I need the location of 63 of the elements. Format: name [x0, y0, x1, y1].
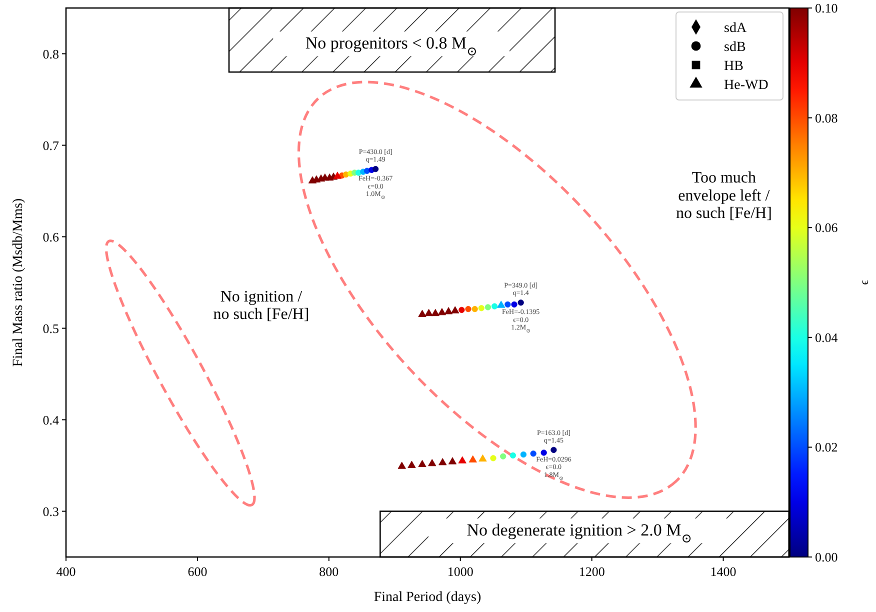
point [465, 306, 472, 312]
point [444, 307, 453, 314]
point [408, 460, 416, 468]
text: sdB [724, 40, 746, 55]
legend-label: sdA [724, 21, 748, 36]
y-axis-title: Final Mass ratio (Msdb/Mms) [11, 198, 26, 367]
point [438, 308, 446, 316]
x-tick-label: 800 [319, 564, 339, 579]
annotation: No degenerate ignition > 2.0 M$_{⊙}$ [466, 520, 692, 546]
point [468, 455, 477, 462]
point [428, 458, 436, 466]
x-tick-label: 400 [56, 564, 76, 579]
point [491, 303, 498, 310]
legend-label: HB [724, 59, 744, 74]
color-bar-label: 0.02 [815, 440, 838, 455]
point [418, 460, 426, 468]
text: He-WD [724, 78, 768, 93]
annotation: Too much envelope left / no such [Fe/H] [676, 170, 772, 222]
point [550, 446, 557, 454]
point [530, 450, 536, 457]
point [478, 305, 484, 312]
color-bar-label: 0.06 [815, 220, 838, 236]
y-tick-label: 0.7 [42, 138, 60, 153]
x-axis-title: Final Period (days) [374, 590, 482, 605]
annotation: No ignition / no such [Fe/H] [213, 288, 310, 323]
point [497, 300, 506, 308]
y-tick-label: 0.4 [42, 412, 60, 428]
point [418, 310, 426, 317]
point [540, 450, 547, 456]
point [451, 306, 460, 314]
point [458, 456, 466, 464]
point [510, 452, 516, 459]
color-bar-label: 0.00 [815, 550, 838, 564]
point [458, 306, 465, 314]
point [333, 172, 342, 179]
point [518, 300, 524, 306]
point [504, 301, 511, 308]
x-tick-label: 1400 [710, 564, 736, 579]
point [424, 308, 433, 316]
color-bar-title: ϵ [857, 280, 871, 285]
color-bar-label: 0.08 [815, 110, 838, 126]
point [438, 458, 447, 466]
y-tick-label: 0.8 [42, 46, 59, 62]
point [490, 455, 496, 462]
y-tick-label: 0.6 [42, 229, 60, 244]
point [478, 454, 487, 462]
y-tick-label: 0.3 [42, 504, 59, 519]
point [500, 453, 506, 460]
point [472, 306, 478, 312]
point [484, 304, 492, 310]
color-bar-label: 0.10 [815, 0, 838, 16]
annotation: No progenitors < 0.8 M$_{⊙}$ [305, 34, 478, 59]
color-bar-label: 0.04 [815, 330, 838, 345]
point [448, 457, 457, 464]
x-tick-label: 1000 [447, 564, 474, 579]
y-tick-label: 0.5 [42, 320, 59, 336]
point [511, 301, 518, 308]
point [398, 462, 406, 469]
x-tick-label: 1200 [578, 564, 605, 579]
point [372, 166, 379, 172]
point [520, 451, 527, 458]
x-tick-label: 600 [188, 564, 208, 579]
point [431, 308, 440, 316]
